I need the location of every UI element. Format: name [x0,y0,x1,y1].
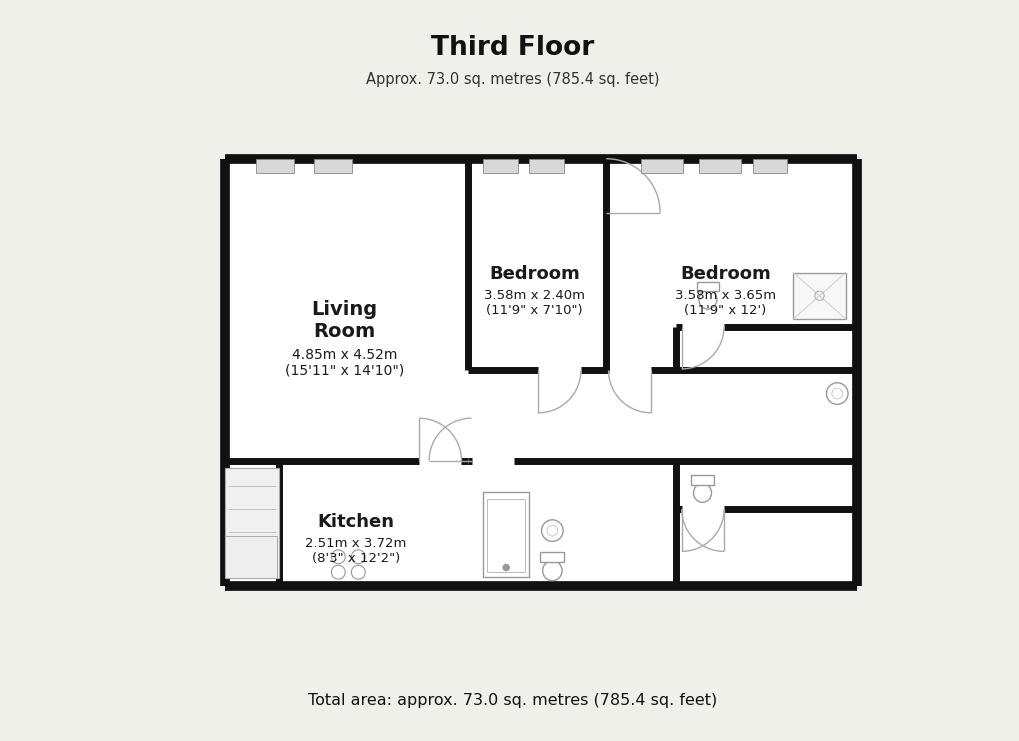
FancyBboxPatch shape [696,282,718,291]
Circle shape [825,383,847,405]
Text: Approx. 73.0 sq. metres (785.4 sq. feet): Approx. 73.0 sq. metres (785.4 sq. feet) [366,72,659,87]
Bar [225,159,856,586]
Text: Bedroom: Bedroom [680,265,770,283]
Bar [698,159,740,173]
Bar [256,159,294,173]
Circle shape [832,388,842,399]
FancyBboxPatch shape [540,552,564,562]
Bar [483,159,518,173]
Text: 2.51m x 3.72m
(8'3" x 12'2"): 2.51m x 3.72m (8'3" x 12'2") [305,537,407,565]
Bar [314,159,352,173]
Bar [640,159,683,173]
Bar [793,273,845,319]
Bar [225,536,277,578]
Bar [486,499,525,572]
Text: 3.58m x 3.65m
(11'9" x 12'): 3.58m x 3.65m (11'9" x 12') [675,290,775,317]
Bar [752,159,787,173]
Text: Kitchen: Kitchen [317,513,394,531]
Circle shape [541,520,562,542]
Text: 4.85m x 4.52m
(15'11" x 14'10"): 4.85m x 4.52m (15'11" x 14'10") [284,348,404,378]
FancyBboxPatch shape [691,475,713,485]
Bar [483,492,529,576]
Circle shape [351,565,365,579]
Circle shape [351,550,365,564]
Bar [225,468,279,578]
Text: 3.58m x 2.40m
(11'9" x 7'10"): 3.58m x 2.40m (11'9" x 7'10") [484,290,585,317]
Circle shape [331,550,344,564]
Ellipse shape [698,290,716,309]
Text: Total area: approx. 73.0 sq. metres (785.4 sq. feet): Total area: approx. 73.0 sq. metres (785… [308,693,717,708]
Text: Living
Room: Living Room [311,300,377,341]
Text: Third Floor: Third Floor [431,35,594,62]
Text: Bedroom: Bedroom [489,265,580,283]
Ellipse shape [542,561,561,581]
Bar [529,159,564,173]
Circle shape [502,565,508,571]
Circle shape [546,525,557,536]
Circle shape [331,565,344,579]
Ellipse shape [693,483,711,502]
